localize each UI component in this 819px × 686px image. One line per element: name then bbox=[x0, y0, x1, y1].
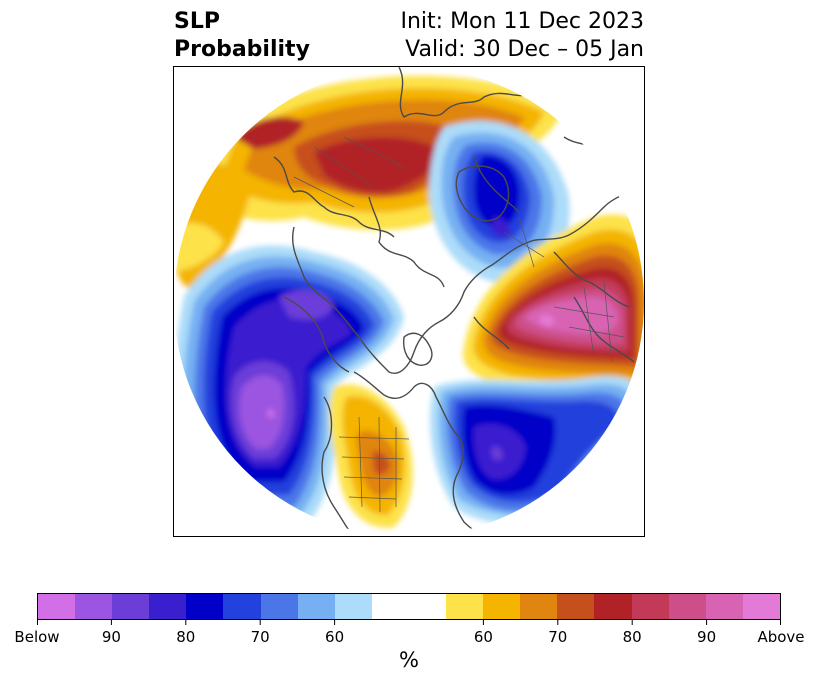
colorbar-swatch bbox=[446, 594, 484, 619]
us-high-region bbox=[329, 384, 413, 528]
colorbar-swatch bbox=[594, 594, 632, 619]
coastlines bbox=[273, 67, 644, 536]
colorbar-tick-label: Above bbox=[757, 628, 805, 646]
colorbar-swatch bbox=[223, 594, 261, 619]
colorbar-swatch bbox=[112, 594, 150, 619]
colorbar-swatch bbox=[483, 594, 521, 619]
colorbar-swatch bbox=[668, 594, 706, 619]
title-right: Init: Mon 11 Dec 2023 Valid: 30 Dec – 05… bbox=[401, 8, 645, 64]
colorbar-swatch bbox=[631, 594, 669, 619]
colorbar-tick-label: 70 bbox=[250, 628, 270, 646]
map-panel bbox=[173, 66, 645, 537]
colorbar-swatch bbox=[557, 594, 595, 619]
pacific-low-region bbox=[174, 245, 404, 527]
colorbar-tick-label: 90 bbox=[697, 628, 717, 646]
colorbar-swatch bbox=[75, 594, 113, 619]
colorbar bbox=[37, 593, 781, 620]
colorbar-unit-label: % bbox=[399, 648, 419, 672]
colorbar-swatch bbox=[186, 594, 224, 619]
colorbar-tick-label: 60 bbox=[325, 628, 345, 646]
title-left: SLP Probability bbox=[174, 8, 310, 64]
colorbar-tick-label: 80 bbox=[176, 628, 196, 646]
colorbar-swatch bbox=[149, 594, 187, 619]
country-borders bbox=[293, 136, 625, 513]
colorbar-tick-label: 70 bbox=[548, 628, 568, 646]
colorbar-swatch bbox=[520, 594, 558, 619]
colorbar-swatch bbox=[38, 594, 76, 619]
colorbar-swatch bbox=[334, 594, 372, 619]
colorbar-tick-label: 60 bbox=[473, 628, 493, 646]
colorbar-swatch bbox=[742, 594, 780, 619]
siberia-high-region bbox=[174, 75, 564, 288]
colorbar-tick-label: 80 bbox=[622, 628, 642, 646]
atlantic-low-region bbox=[430, 376, 644, 526]
valid-date-label: Valid: 30 Dec – 05 Jan bbox=[405, 37, 644, 62]
colorbar-swatch bbox=[705, 594, 743, 619]
title-subtitle: Probability bbox=[174, 37, 310, 62]
colorbar-swatch bbox=[297, 594, 335, 619]
init-date-label: Init: Mon 11 Dec 2023 bbox=[400, 9, 645, 34]
colorbar-swatch bbox=[260, 594, 298, 619]
colorbar-tick-label: 90 bbox=[101, 628, 121, 646]
colorbar-ticks bbox=[37, 619, 781, 625]
polar-map bbox=[174, 67, 644, 536]
colorbar-swatch bbox=[371, 594, 409, 619]
title-variable: SLP bbox=[174, 9, 220, 34]
colorbar-swatch bbox=[408, 594, 447, 619]
colorbar-tick-label: Below bbox=[14, 628, 60, 646]
